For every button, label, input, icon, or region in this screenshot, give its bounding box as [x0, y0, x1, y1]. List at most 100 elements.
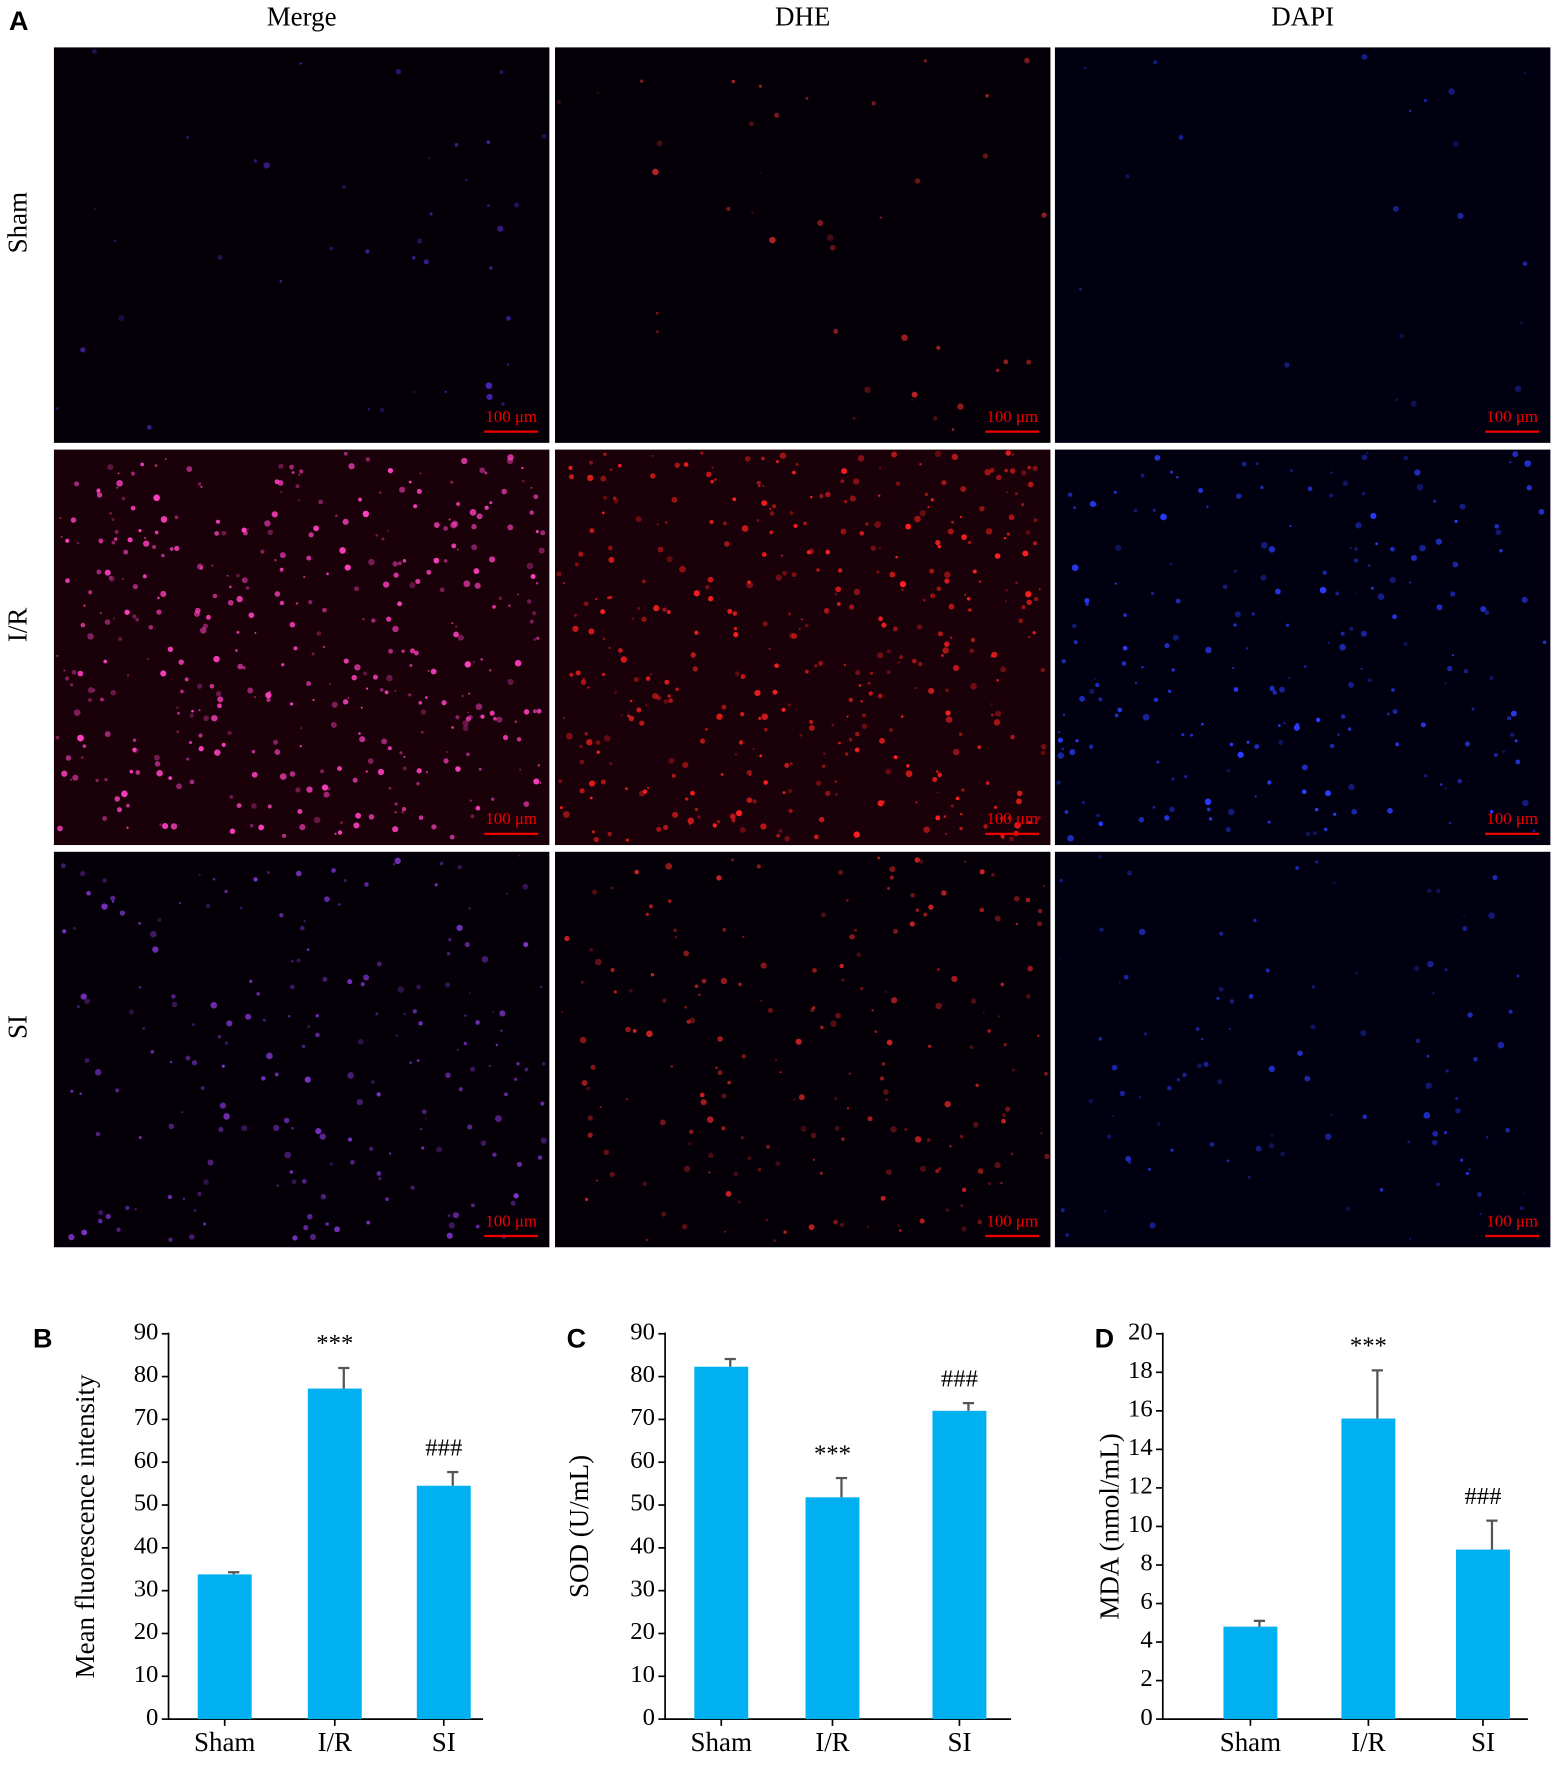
cell-signal [212, 877, 216, 881]
cell-signal [929, 569, 934, 573]
cell-signal [694, 630, 699, 635]
cell-signal [885, 1169, 892, 1176]
cell-signal [468, 692, 471, 695]
cell-signal [236, 630, 240, 634]
cell-signal [271, 511, 278, 518]
cell-signal [322, 645, 326, 649]
cell-signal [178, 901, 182, 905]
cell-signal [1062, 713, 1066, 716]
cell-signal [409, 1061, 413, 1065]
cell-signal [840, 479, 845, 483]
cell-signal [806, 550, 811, 555]
cell-signal [197, 1191, 202, 1196]
cell-signal [1451, 654, 1455, 657]
cell-signal [664, 679, 670, 685]
cell-signal [833, 328, 839, 334]
cell-signal [522, 883, 529, 890]
cell-signal [673, 928, 677, 933]
cell-signal [473, 568, 480, 574]
cell-signal [1041, 743, 1047, 750]
cell-signal [893, 755, 898, 760]
cell-signal [1005, 1106, 1011, 1112]
cell-signal [1303, 664, 1307, 669]
cell-signal [1060, 1208, 1065, 1213]
cell-signal [523, 709, 530, 715]
cell-signal [937, 631, 943, 637]
cell-signal [765, 1218, 768, 1222]
cell-signal [650, 473, 656, 479]
cell-signal [94, 1069, 102, 1076]
cell-signal [653, 605, 660, 612]
cell-signal [111, 540, 116, 545]
cell-signal [267, 804, 272, 809]
cell-signal [667, 694, 671, 698]
cell-signal [1283, 722, 1286, 725]
cell-signal [143, 536, 147, 540]
cell-signal [609, 595, 613, 599]
cell-signal [375, 1012, 379, 1016]
cell-signal [778, 829, 783, 833]
cell-signal [506, 363, 510, 366]
cell-signal [805, 96, 809, 100]
cell-signal [1409, 581, 1412, 584]
cell-signal [1160, 513, 1167, 521]
cell-signal [1008, 514, 1015, 521]
cell-signal [1229, 742, 1234, 747]
cell-signal [647, 786, 650, 789]
cell-signal [416, 984, 421, 990]
cell-signal [819, 1171, 823, 1175]
significance: ### [1464, 1483, 1501, 1510]
cell-signal [909, 921, 915, 927]
cell-signal [1093, 677, 1096, 681]
cell-signal [599, 1106, 602, 1109]
cell-signal [733, 631, 739, 638]
cell-signal [485, 382, 493, 389]
cell-signal [979, 907, 985, 913]
cell-signal [885, 768, 892, 775]
cell-signal [469, 509, 477, 516]
cell-signal [1395, 742, 1400, 747]
y-tick-label: 90 [630, 1318, 655, 1345]
x-tick-label: SI [1471, 1727, 1495, 1757]
cell-signal [116, 1227, 121, 1232]
cell-signal [1123, 613, 1128, 618]
cell-signal [274, 1072, 279, 1077]
cell-signal [357, 497, 363, 502]
cell-signal [738, 982, 742, 987]
cell-signal [558, 779, 563, 784]
cell-signal [1324, 827, 1328, 832]
cell-signal [835, 793, 838, 796]
cell-signal [1355, 522, 1362, 529]
cell-signal [1254, 744, 1260, 750]
cell-signal [88, 590, 93, 595]
cell-signal [668, 757, 675, 764]
cell-signal [501, 488, 508, 495]
cell-signal [918, 661, 923, 667]
cell-signal [211, 564, 214, 567]
cell-signal [930, 498, 934, 502]
cell-signal [105, 1213, 111, 1220]
cell-signal [221, 1064, 225, 1068]
cell-signal [665, 862, 673, 870]
cell-signal [362, 510, 370, 518]
cell-signal [1140, 473, 1145, 478]
cell-signal [848, 1072, 851, 1075]
cell-signal [1248, 994, 1254, 999]
cell-signal [693, 590, 700, 597]
cell-signal [229, 828, 236, 834]
cell-signal [303, 575, 306, 579]
cell-signal [1000, 982, 1005, 987]
cell-signal [904, 1128, 907, 1131]
cell-signal [734, 671, 740, 677]
cell-signal [347, 1072, 354, 1079]
cell-signal [641, 616, 647, 622]
micrograph-texture [1059, 855, 1526, 1240]
cell-signal [1000, 1182, 1003, 1185]
cell-signal [130, 505, 136, 511]
cell-signal [1419, 544, 1426, 552]
cell-signal [226, 574, 229, 577]
cell-signal [96, 488, 101, 493]
cell-signal [289, 1170, 294, 1174]
cell-signal [970, 682, 977, 690]
cell-signal [1348, 682, 1354, 688]
